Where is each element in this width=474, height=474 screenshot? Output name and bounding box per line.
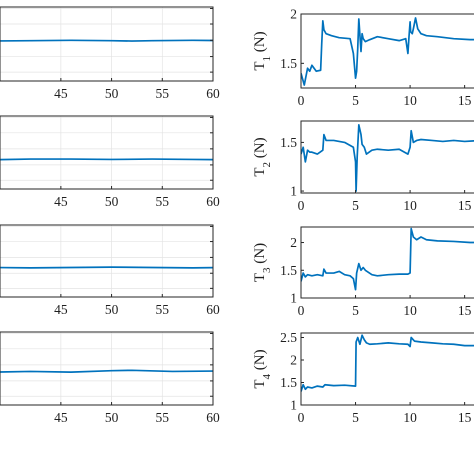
x-tick-label: 10 xyxy=(403,410,417,425)
x-tick-label: 55 xyxy=(156,302,170,317)
x-tick-label: 5 xyxy=(352,198,359,213)
y-axis-label: T4 (N) xyxy=(252,349,273,388)
x-tick-label: 50 xyxy=(105,194,119,209)
chart-panel-right-4: 0 5 10 15 1 1.5 2 2.5 T4 (N) xyxy=(252,330,474,425)
x-tick-label: 15 xyxy=(458,93,472,108)
x-tick-label: 0 xyxy=(298,303,305,318)
axes-frame xyxy=(300,332,474,406)
x-tick-label: 45 xyxy=(54,302,68,317)
x-tick-label: 55 xyxy=(156,194,170,209)
x-tick-label: 15 xyxy=(458,303,472,318)
x-tick-label: 0 xyxy=(298,198,305,213)
chart-panel-right-3: 0 5 10 15 1 1.5 2 T3 (N) xyxy=(252,226,474,318)
x-tick-label: 5 xyxy=(352,93,359,108)
y-tick-label: 1.5 xyxy=(280,56,297,71)
y-tick-label: 1.5 xyxy=(280,263,297,278)
series-line xyxy=(301,227,474,291)
x-tick-label: 10 xyxy=(403,303,417,318)
y-tick-label: 2 xyxy=(290,235,297,250)
chart-panel-left-1: 45 50 55 60 xyxy=(0,6,220,101)
x-tick-label: 15 xyxy=(458,410,472,425)
chart-panel-right-2: 0 5 10 15 1 1.5 T2 (N) xyxy=(252,120,474,213)
chart-panel-left-2: 45 50 55 60 xyxy=(0,115,220,209)
x-tick-label: 55 xyxy=(156,86,170,101)
y-tick-label: 1 xyxy=(290,398,297,413)
x-tick-label: 60 xyxy=(206,410,220,425)
x-tick-label: 50 xyxy=(105,302,119,317)
chart-panel-left-3: 45 50 55 60 xyxy=(0,224,220,317)
x-tick-label: 60 xyxy=(206,86,220,101)
y-tick-label: 1 xyxy=(290,184,297,199)
axes-frame xyxy=(0,6,214,82)
axes-frame xyxy=(0,331,214,406)
y-axis-label: T3 (N) xyxy=(252,243,273,282)
x-tick-label: 50 xyxy=(105,86,119,101)
x-tick-label: 5 xyxy=(352,303,359,318)
chart-panel-right-1: 0 5 10 15 1.5 2 T1 (N) xyxy=(252,7,474,108)
x-tick-label: 0 xyxy=(298,410,305,425)
series-line xyxy=(0,369,213,373)
y-tick-label: 1 xyxy=(290,291,297,306)
x-tick-label: 10 xyxy=(403,93,417,108)
series-line xyxy=(301,334,474,392)
y-tick-label: 1.5 xyxy=(280,135,297,150)
y-tick-label: 1.5 xyxy=(280,375,297,390)
axes-frame xyxy=(0,115,214,190)
x-tick-label: 45 xyxy=(54,194,68,209)
y-axis-label: T1 (N) xyxy=(252,31,273,70)
y-tick-label: 2 xyxy=(290,353,297,368)
axes-frame xyxy=(300,120,474,194)
x-tick-label: 0 xyxy=(298,93,305,108)
x-tick-label: 50 xyxy=(105,410,119,425)
series-line xyxy=(301,124,474,192)
x-tick-label: 10 xyxy=(403,198,417,213)
axes-frame xyxy=(300,226,474,299)
y-tick-label: 2 xyxy=(290,7,297,22)
x-tick-label: 5 xyxy=(352,410,359,425)
x-tick-label: 60 xyxy=(206,302,220,317)
chart-panel-left-4: 45 50 55 60 xyxy=(0,331,220,425)
y-tick-label: 2.5 xyxy=(280,330,297,345)
x-tick-label: 60 xyxy=(206,194,220,209)
series-line xyxy=(0,158,213,161)
axes-frame xyxy=(0,224,214,298)
x-tick-label: 45 xyxy=(54,86,68,101)
axes-frame xyxy=(300,13,474,89)
x-tick-label: 45 xyxy=(54,410,68,425)
x-tick-label: 55 xyxy=(156,410,170,425)
series-line xyxy=(0,266,213,269)
y-axis-label: T2 (N) xyxy=(252,137,273,176)
series-line xyxy=(301,17,474,86)
series-line xyxy=(0,39,213,42)
x-tick-label: 15 xyxy=(458,198,472,213)
